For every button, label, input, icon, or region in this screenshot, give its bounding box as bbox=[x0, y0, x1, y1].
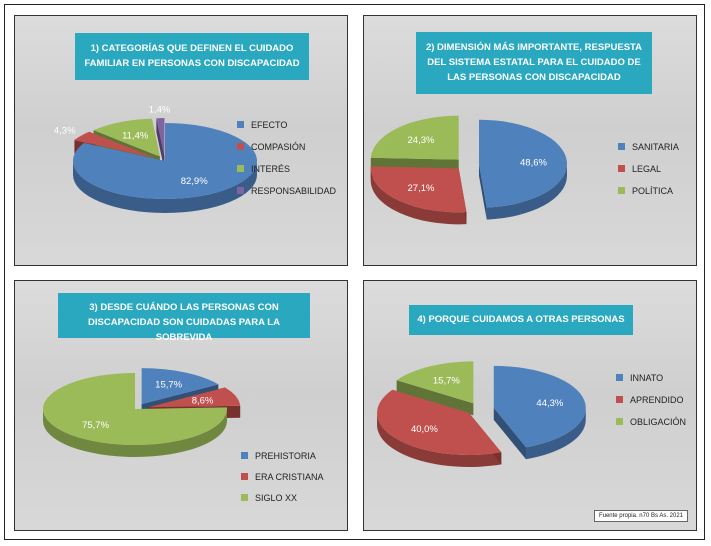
chart-title: 4) PORQUE CUIDAMOS A OTRAS PERSONAS bbox=[409, 305, 633, 335]
pie-data-label: 27,1% bbox=[408, 183, 435, 194]
legend-swatch bbox=[241, 494, 248, 501]
chart-legend: EFECTO COMPASIÓN INTERÉS RESPONSABILIDAD bbox=[237, 120, 336, 208]
pie-data-label: 82,9% bbox=[181, 176, 208, 187]
legend-item: OBLIGACIÓN bbox=[616, 417, 686, 439]
legend-label: APRENDIDO bbox=[630, 395, 684, 405]
pie-slice-side bbox=[377, 412, 502, 467]
legend-label: POLÍTICA bbox=[632, 186, 674, 196]
legend-swatch bbox=[241, 452, 248, 459]
legend-item: ERA CRISTIANA bbox=[241, 472, 324, 493]
pie-slice bbox=[74, 131, 156, 159]
pie-slice bbox=[156, 118, 165, 157]
pie-slice bbox=[93, 118, 160, 157]
legend-swatch bbox=[618, 165, 625, 172]
chart-title: 2) DIMENSIÓN MÁS IMPORTANTE, RESPUESTA D… bbox=[416, 32, 652, 94]
legend-item: INTERÉS bbox=[237, 164, 336, 186]
legend-swatch bbox=[616, 374, 623, 381]
pie-data-label: 75,7% bbox=[82, 420, 109, 431]
pie-slice bbox=[478, 119, 567, 208]
pie-data-label: 11,4% bbox=[122, 130, 149, 141]
pie-slice bbox=[396, 361, 474, 404]
pie-slice-side bbox=[486, 163, 567, 220]
pie-slice-side bbox=[370, 168, 467, 225]
pie-slice-side bbox=[43, 409, 227, 457]
pie-data-label: 40,0% bbox=[411, 424, 438, 435]
legend-label: INTERÉS bbox=[251, 164, 291, 174]
legend-label: SANITARIA bbox=[632, 142, 679, 152]
chart-panel-1: 1) CATEGORÍAS QUE DEFINEN EL CUIDADO FAM… bbox=[14, 15, 348, 266]
pie-data-label: 24,3% bbox=[408, 135, 435, 146]
pie-slice bbox=[493, 365, 586, 448]
pie-chart-2: 48,6% 27,1% 24,3% bbox=[370, 115, 567, 225]
pie-chart-4: 44,3% 40,0% 15,7% bbox=[377, 361, 586, 467]
legend-label: ERA CRISTIANA bbox=[255, 472, 324, 482]
pie-slice bbox=[370, 115, 459, 160]
legend-swatch bbox=[616, 396, 623, 403]
legend-item: APRENDIDO bbox=[616, 395, 686, 417]
pie-data-label: 15,7% bbox=[155, 380, 182, 391]
legend-swatch bbox=[618, 143, 625, 150]
legend-item: COMPASIÓN bbox=[237, 142, 336, 164]
chart-panel-4: 4) PORQUE CUIDAMOS A OTRAS PERSONAS 44,3… bbox=[363, 280, 697, 531]
chart-title: 1) CATEGORÍAS QUE DEFINEN EL CUIDADO FAM… bbox=[75, 33, 309, 80]
pie-slice-face bbox=[478, 163, 487, 220]
chart-legend: INNATO APRENDIDO OBLIGACIÓN bbox=[616, 373, 686, 439]
legend-label: LEGAL bbox=[632, 164, 662, 174]
pie-slice-side bbox=[73, 161, 257, 213]
legend-swatch bbox=[618, 187, 625, 194]
chart-panel-3: 3) DESDE CUÁNDO LAS PERSONAS CON DISCAPA… bbox=[14, 280, 348, 531]
pie-chart-3: 15,7% 8,6% 75,7% bbox=[42, 368, 241, 457]
legend-label: SIGLO XX bbox=[255, 493, 298, 503]
pie-data-label: 15,7% bbox=[433, 375, 460, 386]
legend-label: INNATO bbox=[630, 373, 664, 383]
legend-swatch bbox=[237, 187, 244, 194]
chart-legend: SANITARIA LEGAL POLÍTICA bbox=[618, 142, 679, 208]
pie-data-label: 4,3% bbox=[54, 126, 76, 137]
pie-slice bbox=[148, 387, 241, 408]
legend-label: RESPONSABILIDAD bbox=[251, 186, 337, 196]
legend-label: PREHISTORIA bbox=[255, 451, 316, 461]
legend-item: PREHISTORIA bbox=[241, 451, 324, 472]
chart-title: 3) DESDE CUÁNDO LAS PERSONAS CON DISCAPA… bbox=[58, 293, 310, 343]
chart-legend: PREHISTORIA ERA CRISTIANA SIGLO XX bbox=[241, 451, 324, 514]
legend-swatch bbox=[241, 473, 248, 480]
pie-slice bbox=[72, 123, 257, 199]
pie-slice bbox=[370, 166, 467, 213]
source-note: Fuente propia. n70 Bs As. 2021 bbox=[593, 510, 688, 522]
pie-slice-face bbox=[156, 118, 165, 171]
pie-slice bbox=[141, 368, 219, 405]
legend-label: COMPASIÓN bbox=[251, 142, 306, 152]
legend-swatch bbox=[237, 121, 244, 128]
pie-data-label: 1,4% bbox=[149, 105, 171, 116]
legend-swatch bbox=[237, 143, 244, 150]
pie-chart-1: 82,9% 4,3% 11,4% 1,4% bbox=[54, 105, 257, 213]
legend-item: POLÍTICA bbox=[618, 186, 679, 208]
chart-panel-2: 2) DIMENSIÓN MÁS IMPORTANTE, RESPUESTA D… bbox=[363, 15, 697, 266]
pie-data-label: 44,3% bbox=[536, 398, 563, 409]
legend-item: EFECTO bbox=[237, 120, 336, 142]
legend-label: OBLIGACIÓN bbox=[630, 417, 687, 427]
legend-swatch bbox=[616, 418, 623, 425]
pie-slice-face bbox=[396, 380, 474, 416]
pie-slice bbox=[377, 389, 502, 455]
pie-slice-side bbox=[526, 407, 586, 460]
pie-slice-face bbox=[493, 407, 527, 460]
pie-data-label: 8,6% bbox=[192, 395, 214, 406]
legend-item: RESPONSABILIDAD bbox=[237, 186, 336, 208]
pie-data-label: 48,6% bbox=[520, 158, 547, 169]
legend-item: SANITARIA bbox=[618, 142, 679, 164]
legend-item: LEGAL bbox=[618, 164, 679, 186]
legend-label: EFECTO bbox=[251, 120, 288, 130]
pie-slice bbox=[42, 373, 227, 445]
legend-item: INNATO bbox=[616, 373, 686, 395]
legend-item: SIGLO XX bbox=[241, 493, 324, 514]
legend-swatch bbox=[237, 165, 244, 172]
